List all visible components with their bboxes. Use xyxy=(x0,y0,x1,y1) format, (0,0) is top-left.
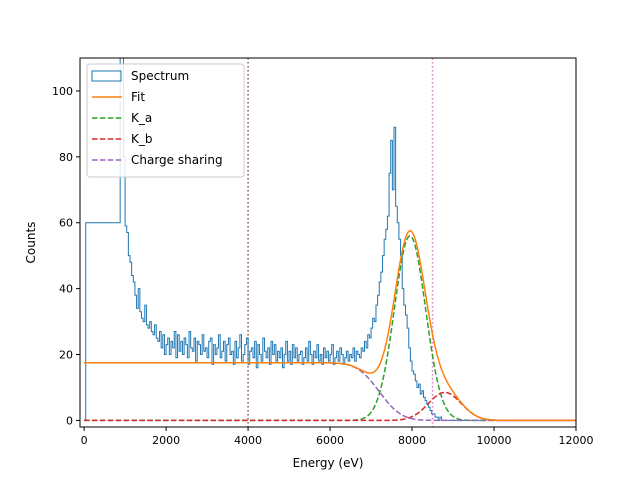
axes-frame xyxy=(79,57,577,428)
x-tick-label: 12000 xyxy=(559,434,594,447)
legend-swatch-spectrum xyxy=(91,70,122,82)
x-tick-label: 10000 xyxy=(477,434,512,447)
y-tick-label: 60 xyxy=(59,217,73,230)
x-tick-label: 4000 xyxy=(234,434,262,447)
plot-content xyxy=(84,58,576,427)
y-tick-label: 80 xyxy=(59,151,73,164)
spectrum-series xyxy=(84,58,481,421)
x-axis-label: Energy (eV) xyxy=(293,456,364,470)
y-tick-label: 100 xyxy=(52,85,73,98)
x-tick-label: 2000 xyxy=(152,434,180,447)
y-tick-label: 20 xyxy=(59,349,73,362)
legend-label-spectrum: Spectrum xyxy=(131,69,189,83)
x-tick-label: 0 xyxy=(81,434,88,447)
y-tick-label: 0 xyxy=(66,414,73,427)
legend-label-k-a: K_a xyxy=(131,111,152,125)
plot-area xyxy=(84,58,576,427)
x-axis: 0 2000 4000 6000 8000 10000 12000 xyxy=(81,427,594,447)
legend-box xyxy=(86,63,245,178)
legend: Spectrum Fit K_a K_b Charge sharing xyxy=(86,63,245,178)
legend-label-charge-sharing: Charge sharing xyxy=(131,153,223,167)
x-tick-label: 8000 xyxy=(398,434,426,447)
legend-label-k-b: K_b xyxy=(131,132,153,146)
y-axis-label: Counts xyxy=(24,222,38,264)
y-tick-label: 40 xyxy=(59,283,73,296)
fit-series xyxy=(84,230,576,422)
x-tick-label: 6000 xyxy=(316,434,344,447)
legend-label-fit: Fit xyxy=(131,90,145,104)
y-axis: 0 20 40 60 80 100 xyxy=(52,85,80,427)
